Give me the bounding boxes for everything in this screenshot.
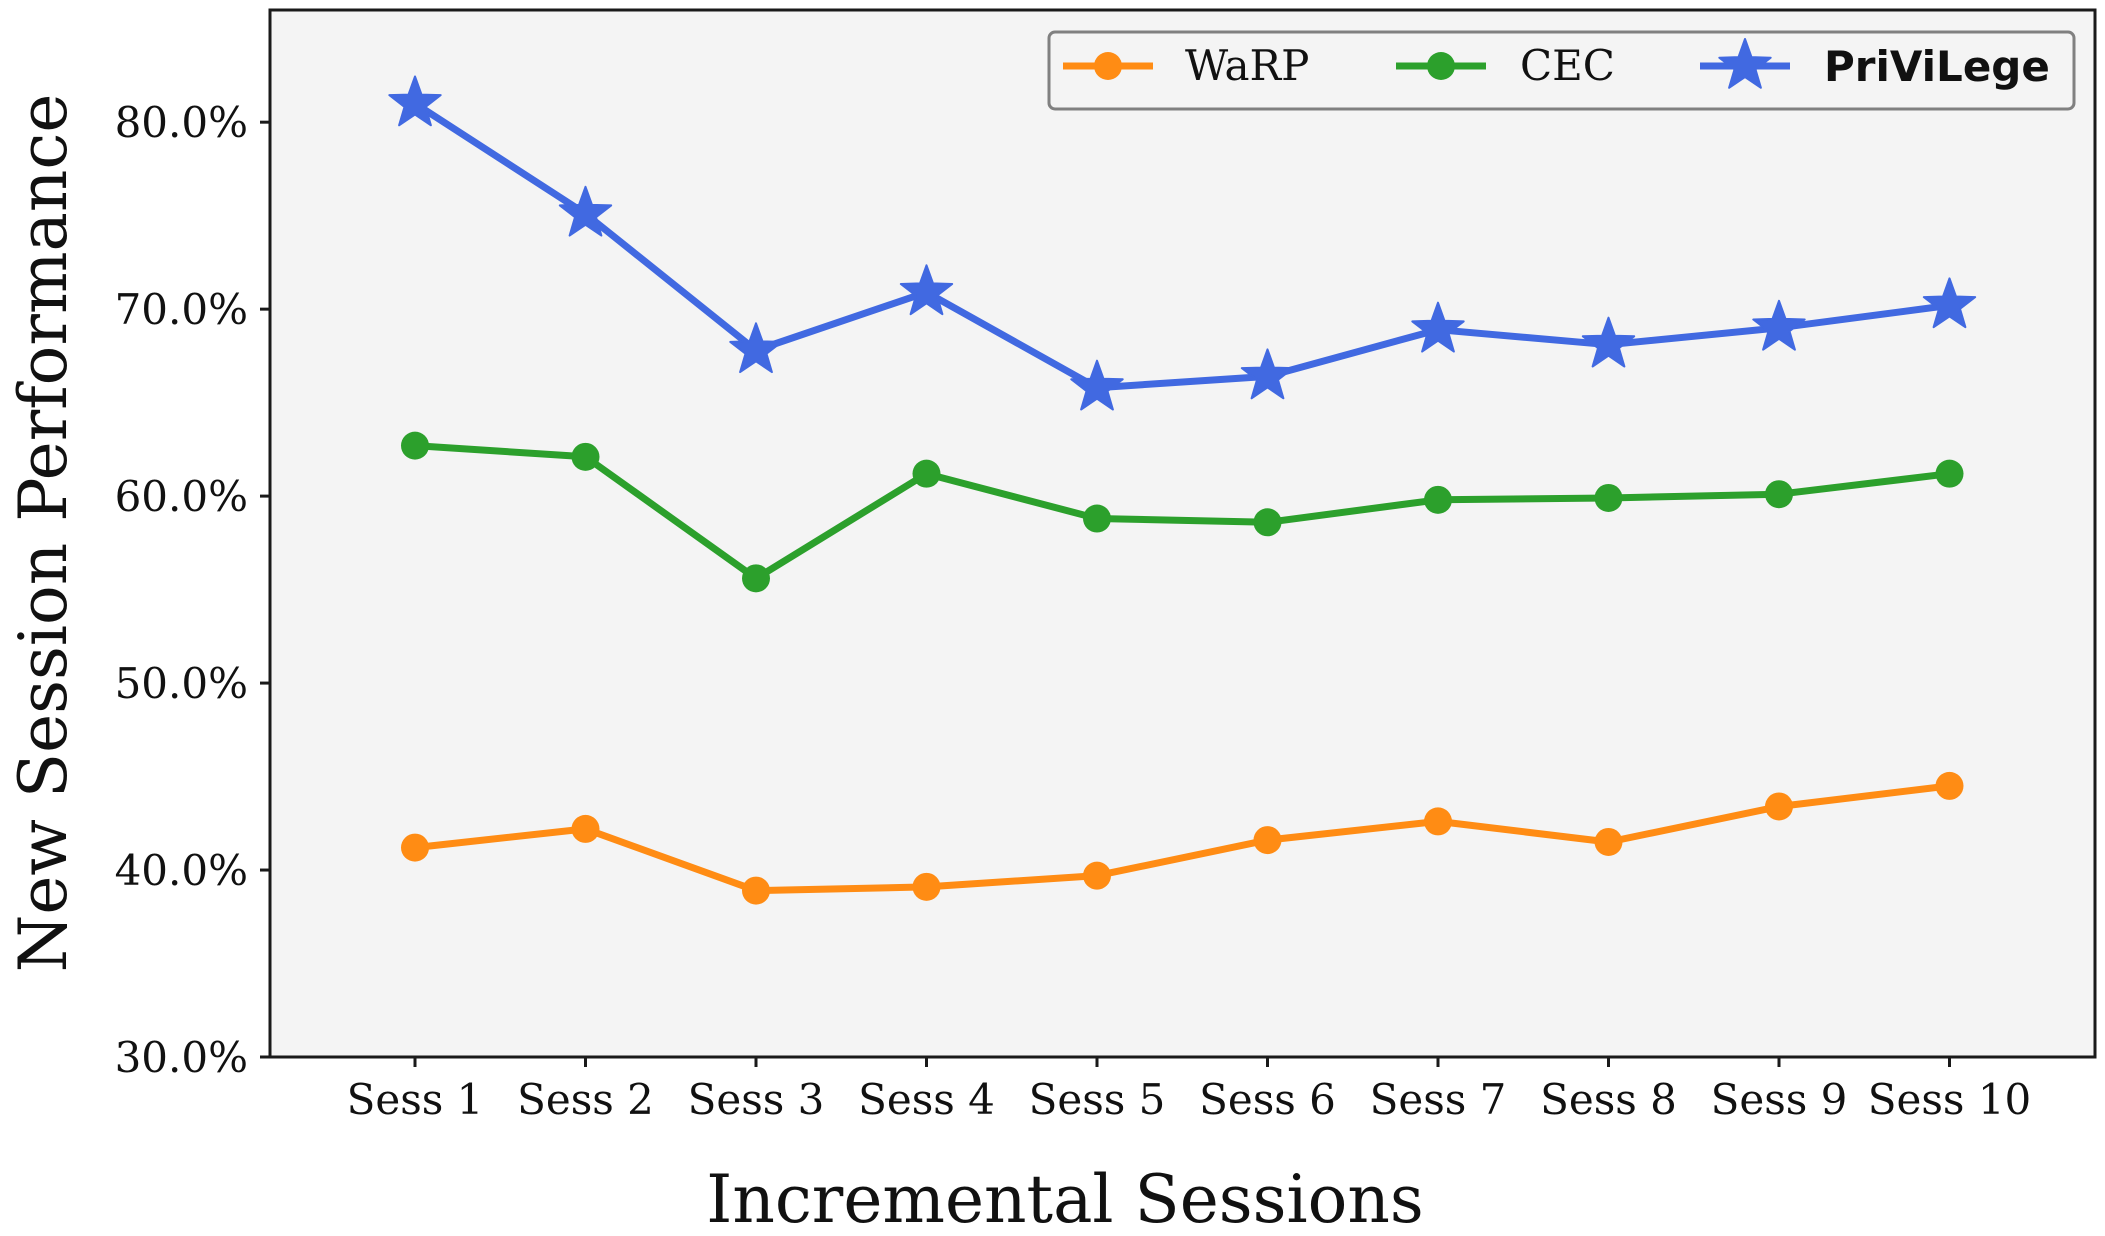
- legend-marker-warp: [1094, 52, 1122, 80]
- x-tick-label: Sess 7: [1370, 1075, 1507, 1124]
- x-tick-label: Sess 5: [1029, 1075, 1166, 1124]
- series-privilege: [388, 75, 1977, 411]
- data-point-warp: [571, 814, 600, 843]
- data-point-cec: [912, 459, 941, 488]
- x-tick-label: Sess 3: [688, 1075, 825, 1124]
- data-point-warp: [1253, 826, 1282, 855]
- plot-area: [268, 8, 2097, 1059]
- legend-label-privilege: PriViLege: [1824, 42, 2050, 91]
- data-point-privilege: [1411, 301, 1465, 353]
- data-point-cec: [401, 431, 429, 460]
- series-layer: [388, 75, 1977, 905]
- x-tick-label: Sess 4: [858, 1075, 995, 1124]
- data-point-privilege: [1752, 299, 1806, 351]
- series-line-warp: [411, 782, 1953, 895]
- data-point-privilege: [899, 264, 954, 316]
- data-point-privilege: [1070, 359, 1124, 411]
- legend-frame: [1047, 30, 2076, 111]
- legend: WaRP CEC PriViLege: [1047, 30, 2076, 111]
- data-point-warp: [1765, 792, 1793, 821]
- y-tick-label: 30.0%: [115, 1033, 248, 1082]
- y-tick-label: 80.0%: [115, 98, 248, 147]
- data-point-warp: [401, 833, 429, 862]
- data-point-warp: [1594, 827, 1623, 856]
- data-point-cec: [1083, 504, 1111, 533]
- data-point-privilege: [558, 185, 613, 237]
- data-point-warp: [742, 876, 770, 905]
- legend-marker-privilege: [1718, 38, 1772, 89]
- y-axis-title: New Session Performance: [5, 94, 82, 973]
- data-point-privilege: [388, 75, 442, 127]
- data-point-privilege: [1581, 316, 1636, 368]
- x-tick-label: Sess 2: [517, 1075, 654, 1124]
- legend-item-warp: WaRP: [1063, 41, 1309, 90]
- data-point-cec: [1935, 459, 1964, 488]
- x-tick-label: Sess 10: [1868, 1075, 2032, 1124]
- legend-item-privilege: PriViLege: [1700, 38, 2050, 91]
- series-line-cec: [411, 442, 1953, 582]
- data-point-cec: [571, 442, 600, 471]
- series-warp: [401, 771, 1964, 905]
- data-point-cec: [742, 564, 770, 593]
- x-tick-label: Sess 9: [1711, 1075, 1848, 1124]
- data-point-cec: [1594, 483, 1623, 512]
- x-tick-label: Sess 8: [1540, 1075, 1677, 1124]
- series-cec: [401, 431, 1964, 593]
- y-tick-label: 50.0%: [115, 659, 248, 708]
- data-point-privilege: [729, 322, 783, 374]
- data-point-cec: [1424, 485, 1452, 514]
- data-point-cec: [1253, 508, 1282, 537]
- y-tick-label: 60.0%: [115, 472, 248, 521]
- x-axis: Sess 1 Sess 2 Sess 3 Sess 4 Sess 5 Sess 6 Sess…: [347, 1057, 2032, 1124]
- y-tick-label: 70.0%: [115, 285, 248, 334]
- data-point-warp: [912, 872, 941, 901]
- y-tick-label: 40.0%: [115, 846, 248, 895]
- legend-label-cec: CEC: [1520, 41, 1615, 90]
- data-point-warp: [1424, 807, 1452, 836]
- legend-label-warp: WaRP: [1185, 41, 1309, 90]
- data-point-cec: [1765, 480, 1793, 509]
- legend-item-cec: CEC: [1396, 41, 1615, 90]
- data-point-warp: [1935, 771, 1964, 800]
- legend-marker-cec: [1427, 52, 1455, 80]
- x-tick-label: Sess 1: [347, 1075, 484, 1124]
- data-point-privilege: [1240, 348, 1295, 400]
- data-point-warp: [1083, 861, 1111, 890]
- x-tick-label: Sess 6: [1199, 1075, 1336, 1124]
- data-point-privilege: [1922, 277, 1977, 329]
- x-axis-title: Incremental Sessions: [706, 1161, 1424, 1236]
- series-line-privilege: [411, 100, 1953, 392]
- y-axis: 30.0% 40.0% 50.0% 60.0% 70.0% 80.0%: [115, 98, 270, 1082]
